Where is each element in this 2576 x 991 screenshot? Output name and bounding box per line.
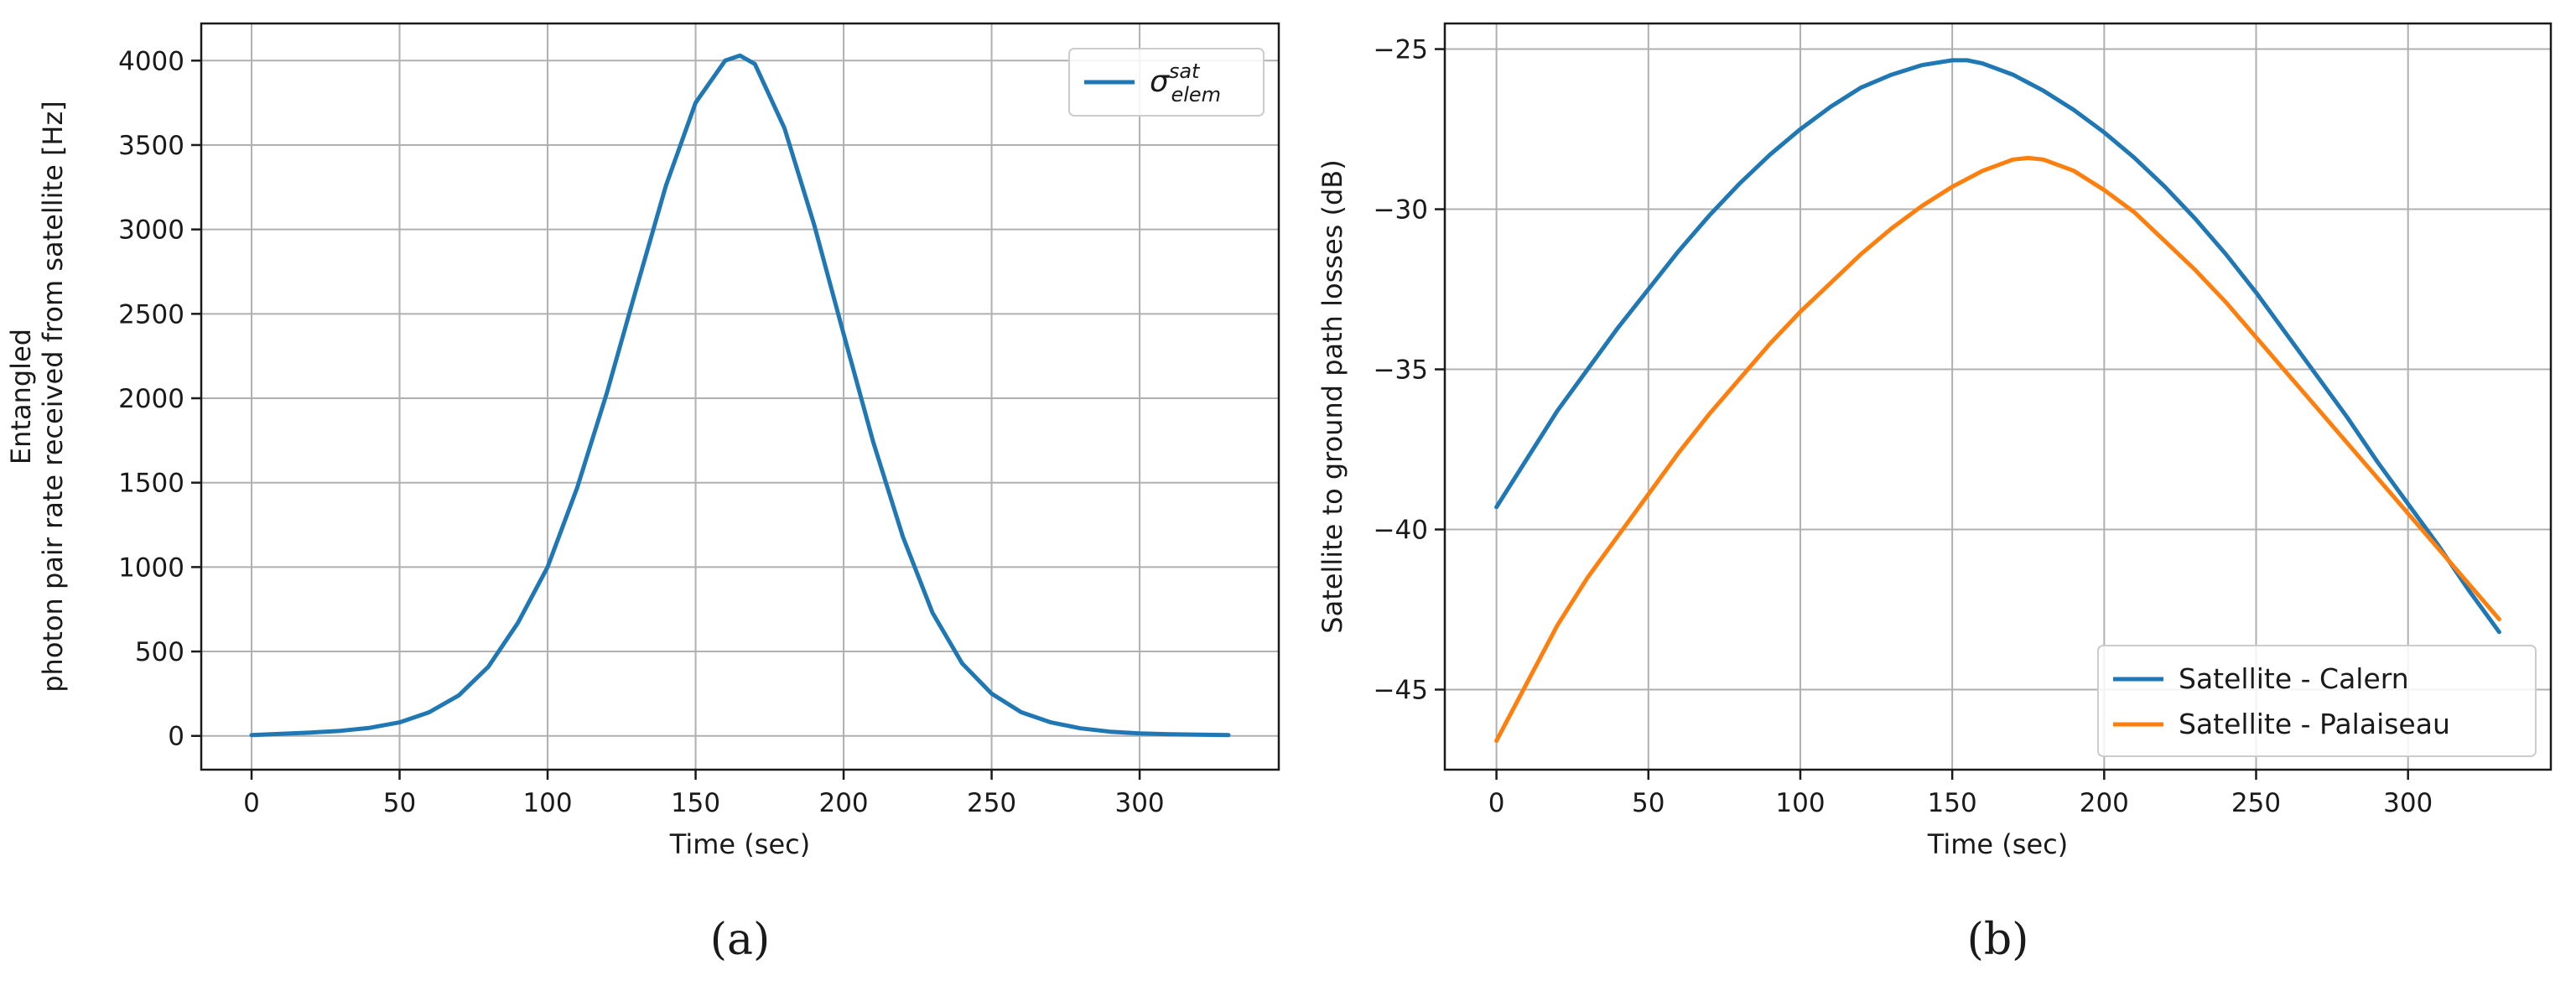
chart-b-x-tick-label: 300 bbox=[2383, 788, 2433, 818]
chart-a-x-tick-label: 50 bbox=[383, 788, 416, 818]
chart-a-series-line-1 bbox=[249, 53, 1231, 738]
chart-b-legend-entry: Satellite - Calern bbox=[2179, 662, 2409, 695]
chart-b-x-axis-title: Time (sec) bbox=[1927, 828, 2068, 860]
chart-a-y-tick-label: 2000 bbox=[118, 384, 184, 414]
chart-a-series bbox=[249, 53, 1231, 738]
chart-b-frame bbox=[1443, 22, 2553, 771]
chart-b-x-tick-label: 50 bbox=[1632, 788, 1665, 818]
chart-b-y-tick-label: −30 bbox=[1374, 195, 1428, 226]
chart-a-y-tick-label: 2500 bbox=[118, 299, 184, 329]
chart-b-x-tick-label: 150 bbox=[1928, 788, 1977, 818]
chart-a-x-tick-label: 0 bbox=[243, 788, 260, 818]
chart-a-y-tick-label: 4000 bbox=[118, 46, 184, 76]
chart-b-y-axis-title: Satellite to ground path losses (dB) bbox=[1317, 159, 1348, 633]
chart-a-y-tick-label: 1000 bbox=[118, 553, 184, 583]
chart-b-legend: Satellite - Calern Satellite - Palaiseau bbox=[2097, 645, 2537, 757]
chart-b-x-tick-label: 200 bbox=[2080, 788, 2129, 818]
chart-a-y-tick-label: 0 bbox=[168, 722, 184, 752]
chart-a-x-tick-label: 300 bbox=[1114, 788, 1164, 818]
chart-b-y-tick-label: −35 bbox=[1374, 355, 1428, 386]
chart-b-series-line-2 bbox=[1494, 155, 2501, 744]
chart-b-series bbox=[1494, 58, 2501, 744]
chart-a-x-tick-label: 150 bbox=[671, 788, 720, 818]
chart-b-x-tick-label: 250 bbox=[2231, 788, 2281, 818]
chart-b-series-line-1 bbox=[1494, 58, 2501, 635]
chart-a-x-tick-label: 250 bbox=[967, 788, 1016, 818]
chart-b-x-tick-label: 0 bbox=[1488, 788, 1505, 818]
chart-b-legend-box bbox=[2097, 645, 2537, 757]
chart-a: 0 50 100 150 200 250 3000500100015002000250030… bbox=[5, 22, 1280, 965]
chart-b-y-tick-label: −25 bbox=[1374, 35, 1428, 65]
chart-a-ticks: 0 50 100 150 200 250 3000500100015002000250030… bbox=[118, 46, 1165, 818]
chart-a-legend-entry: σsat elem bbox=[1150, 60, 1221, 106]
chart-a-y-tick-label: 3500 bbox=[118, 131, 184, 161]
chart-b-y-tick-label: −40 bbox=[1374, 516, 1428, 546]
chart-a-grid bbox=[201, 23, 1279, 770]
chart-a-y-axis-title: Entangledphoton pair rate received from … bbox=[5, 101, 69, 693]
chart-a-y-axis-title-line: Entangled bbox=[5, 329, 37, 464]
chart-a-legend-entry-subscript: elem bbox=[1171, 83, 1221, 106]
chart-a-x-axis-title: Time (sec) bbox=[669, 828, 810, 860]
chart-b: 0 50 100 150 200 250 300 −45 −40 −35 −30 −25 Time (… bbox=[1317, 22, 2553, 965]
chart-a-x-tick-label: 200 bbox=[818, 788, 868, 818]
chart-b-legend-entry: Satellite - Palaiseau bbox=[2179, 708, 2450, 740]
chart-b-x-tick-label: 100 bbox=[1775, 788, 1825, 818]
chart-a-frame bbox=[200, 22, 1280, 771]
chart-a-y-tick-label: 500 bbox=[135, 637, 184, 667]
chart-a-panel-label: (a) bbox=[710, 915, 771, 965]
chart-a-legend-box bbox=[1068, 48, 1265, 117]
chart-a-legend: σsat elem bbox=[1068, 48, 1265, 117]
chart-a-legend-entry-superscript: sat bbox=[1169, 60, 1201, 83]
chart-a-y-tick-label: 1500 bbox=[118, 469, 184, 499]
chart-a-y-tick-label: 3000 bbox=[118, 215, 184, 246]
chart-b-y-tick-label: −45 bbox=[1374, 676, 1428, 706]
chart-a-legend-entry-symbol: σ bbox=[1150, 65, 1170, 99]
chart-b-ticks: 0 50 100 150 200 250 300 −45 −40 −35 −30 −25 bbox=[1374, 35, 2433, 818]
chart-b-y-axis-title-line: Satellite to ground path losses (dB) bbox=[1317, 159, 1348, 633]
chart-a-y-axis-title-line: photon pair rate received from satellite… bbox=[37, 101, 69, 693]
chart-a-x-tick-label: 100 bbox=[522, 788, 572, 818]
chart-b-panel-label: (b) bbox=[1967, 915, 2029, 965]
